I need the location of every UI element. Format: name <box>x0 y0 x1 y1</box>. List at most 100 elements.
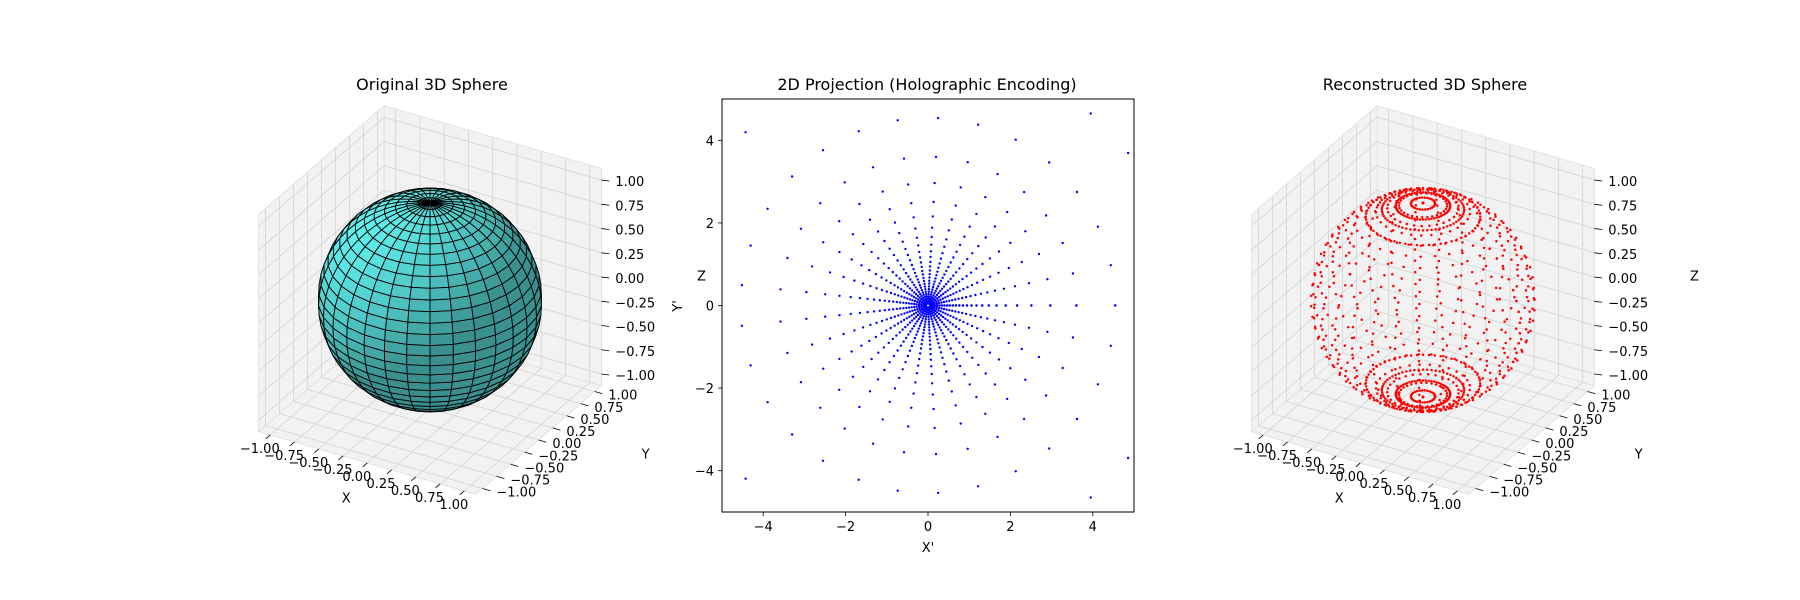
reconstructed-point <box>1455 194 1458 197</box>
projection-point <box>965 304 969 307</box>
reconstructed-point <box>1509 235 1513 238</box>
reconstructed-point <box>1495 239 1498 243</box>
reconstructed-point <box>1373 300 1377 304</box>
projection-point <box>947 328 950 331</box>
reconstructed-point <box>1334 317 1338 320</box>
projection-point <box>927 320 931 324</box>
projection-point <box>917 298 920 301</box>
reconstructed-point <box>1333 338 1337 342</box>
reconstructed-point <box>1402 265 1405 269</box>
reconstructed-point <box>1513 296 1516 299</box>
reconstructed-point <box>1421 401 1424 404</box>
reconstructed-point <box>1452 194 1455 198</box>
reconstructed-point <box>1415 243 1419 247</box>
projection-point <box>885 290 888 293</box>
projection-point <box>1109 344 1113 347</box>
projection-point <box>880 288 884 292</box>
reconstructed-point <box>1454 275 1458 278</box>
reconstructed-point <box>1337 232 1341 235</box>
projection-point <box>1126 456 1130 460</box>
panel1-ztick <box>601 373 610 376</box>
reconstructed-point <box>1426 229 1429 232</box>
reconstructed-point <box>1388 346 1392 349</box>
reconstructed-point <box>1420 389 1424 392</box>
panel3-ytick-label: −1.00 <box>1489 486 1529 501</box>
projection-point <box>910 314 913 317</box>
reconstructed-point <box>1462 388 1466 392</box>
reconstructed-point <box>1399 400 1403 404</box>
reconstructed-point <box>1332 281 1336 285</box>
reconstructed-point <box>1462 391 1466 394</box>
reconstructed-point <box>1407 243 1410 247</box>
projection-point <box>1075 190 1079 194</box>
reconstructed-point <box>1495 380 1498 384</box>
reconstructed-point <box>1489 224 1492 228</box>
reconstructed-point <box>1391 406 1394 409</box>
projection-point <box>883 368 886 372</box>
reconstructed-point <box>1329 354 1332 357</box>
projection-point <box>995 304 998 307</box>
reconstructed-point <box>1427 379 1430 383</box>
reconstructed-point <box>1488 217 1492 220</box>
panel3-xtick <box>1355 462 1361 468</box>
reconstructed-point <box>1391 194 1394 198</box>
reconstructed-point <box>1398 398 1402 401</box>
panel1-xtick-label: 0.50 <box>391 484 420 499</box>
projection-point <box>892 300 895 303</box>
projection-point <box>968 383 971 386</box>
panel3-xtick-label: 0.75 <box>1408 491 1437 506</box>
reconstructed-point <box>1395 313 1399 316</box>
reconstructed-point <box>1523 306 1526 310</box>
reconstructed-point <box>1466 378 1469 382</box>
reconstructed-point <box>1482 268 1485 271</box>
sphere-face <box>408 298 431 313</box>
projection-point <box>908 259 912 262</box>
projection-point <box>944 325 948 328</box>
projection-point <box>939 351 943 354</box>
reconstructed-point <box>1376 216 1379 219</box>
reconstructed-point <box>1430 206 1434 209</box>
reconstructed-point <box>1386 262 1390 266</box>
reconstructed-point <box>1389 398 1393 401</box>
projection-point <box>908 315 911 318</box>
reconstructed-point <box>1510 367 1513 370</box>
reconstructed-point <box>1376 312 1380 316</box>
reconstructed-point <box>1405 215 1409 219</box>
reconstructed-point <box>1348 381 1352 385</box>
reconstructed-point <box>1501 361 1504 364</box>
projection-point <box>931 296 934 299</box>
reconstructed-point <box>1365 376 1368 379</box>
projection-point <box>932 407 935 411</box>
projection-point <box>944 317 947 320</box>
panel1-ytick-label: 0.25 <box>566 425 595 440</box>
projection-point <box>946 289 949 292</box>
reconstructed-point <box>1319 252 1323 256</box>
reconstructed-point <box>1388 401 1391 404</box>
projection-point <box>1013 285 1017 288</box>
panel1-ytick <box>496 475 505 479</box>
projection-point <box>958 267 961 270</box>
reconstructed-point <box>1445 191 1449 195</box>
reconstructed-point <box>1478 212 1482 215</box>
projection-point <box>858 202 861 206</box>
reconstructed-point <box>1319 281 1322 284</box>
reconstructed-point <box>1444 207 1448 211</box>
projection-point <box>912 312 916 316</box>
reconstructed-point <box>1426 389 1429 393</box>
reconstructed-point <box>1486 231 1489 235</box>
reconstructed-point <box>1462 206 1466 209</box>
projection-point <box>891 337 894 341</box>
reconstructed-point <box>1439 301 1443 305</box>
projection-point <box>955 271 958 274</box>
projection-point <box>928 276 931 279</box>
projection-point <box>934 331 937 334</box>
projection-point <box>940 321 944 324</box>
projection-point <box>921 317 925 320</box>
projection-point <box>843 181 846 184</box>
reconstructed-point <box>1391 251 1394 255</box>
projection-point <box>958 243 962 247</box>
reconstructed-point <box>1462 208 1466 212</box>
reconstructed-point <box>1444 408 1447 411</box>
projection-point <box>810 343 814 346</box>
reconstructed-point <box>1488 388 1491 391</box>
